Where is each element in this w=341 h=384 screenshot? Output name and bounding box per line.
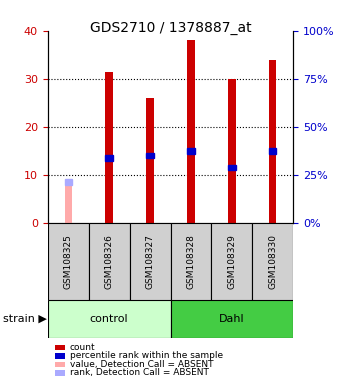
Text: rank, Detection Call = ABSENT: rank, Detection Call = ABSENT [70,368,209,377]
FancyBboxPatch shape [228,165,236,170]
Text: strain ▶: strain ▶ [3,314,47,324]
FancyBboxPatch shape [170,223,211,300]
Text: GSM108328: GSM108328 [187,234,195,288]
Text: GSM108327: GSM108327 [146,234,154,288]
Bar [146,98,154,223]
FancyBboxPatch shape [211,223,252,300]
FancyBboxPatch shape [64,179,72,185]
Bar [105,71,113,223]
FancyBboxPatch shape [252,223,293,300]
Bar [269,60,277,223]
Bar [228,79,236,223]
Text: percentile rank within the sample: percentile rank within the sample [70,351,223,361]
FancyBboxPatch shape [187,148,195,154]
FancyBboxPatch shape [89,223,130,300]
Bar [64,182,72,223]
Text: control: control [90,314,129,324]
FancyBboxPatch shape [269,148,277,154]
Text: GSM108325: GSM108325 [64,234,73,288]
FancyBboxPatch shape [146,152,154,159]
Text: value, Detection Call = ABSENT: value, Detection Call = ABSENT [70,360,213,369]
Text: count: count [70,343,95,352]
Text: GSM108326: GSM108326 [105,234,114,288]
FancyBboxPatch shape [170,300,293,338]
Text: GSM108330: GSM108330 [268,233,277,289]
Text: GSM108329: GSM108329 [227,234,236,288]
FancyBboxPatch shape [48,223,89,300]
Text: Dahl: Dahl [219,314,245,324]
FancyBboxPatch shape [130,223,170,300]
FancyBboxPatch shape [48,300,170,338]
FancyBboxPatch shape [105,155,113,161]
Bar [187,40,195,223]
Text: GDS2710 / 1378887_at: GDS2710 / 1378887_at [90,21,251,35]
